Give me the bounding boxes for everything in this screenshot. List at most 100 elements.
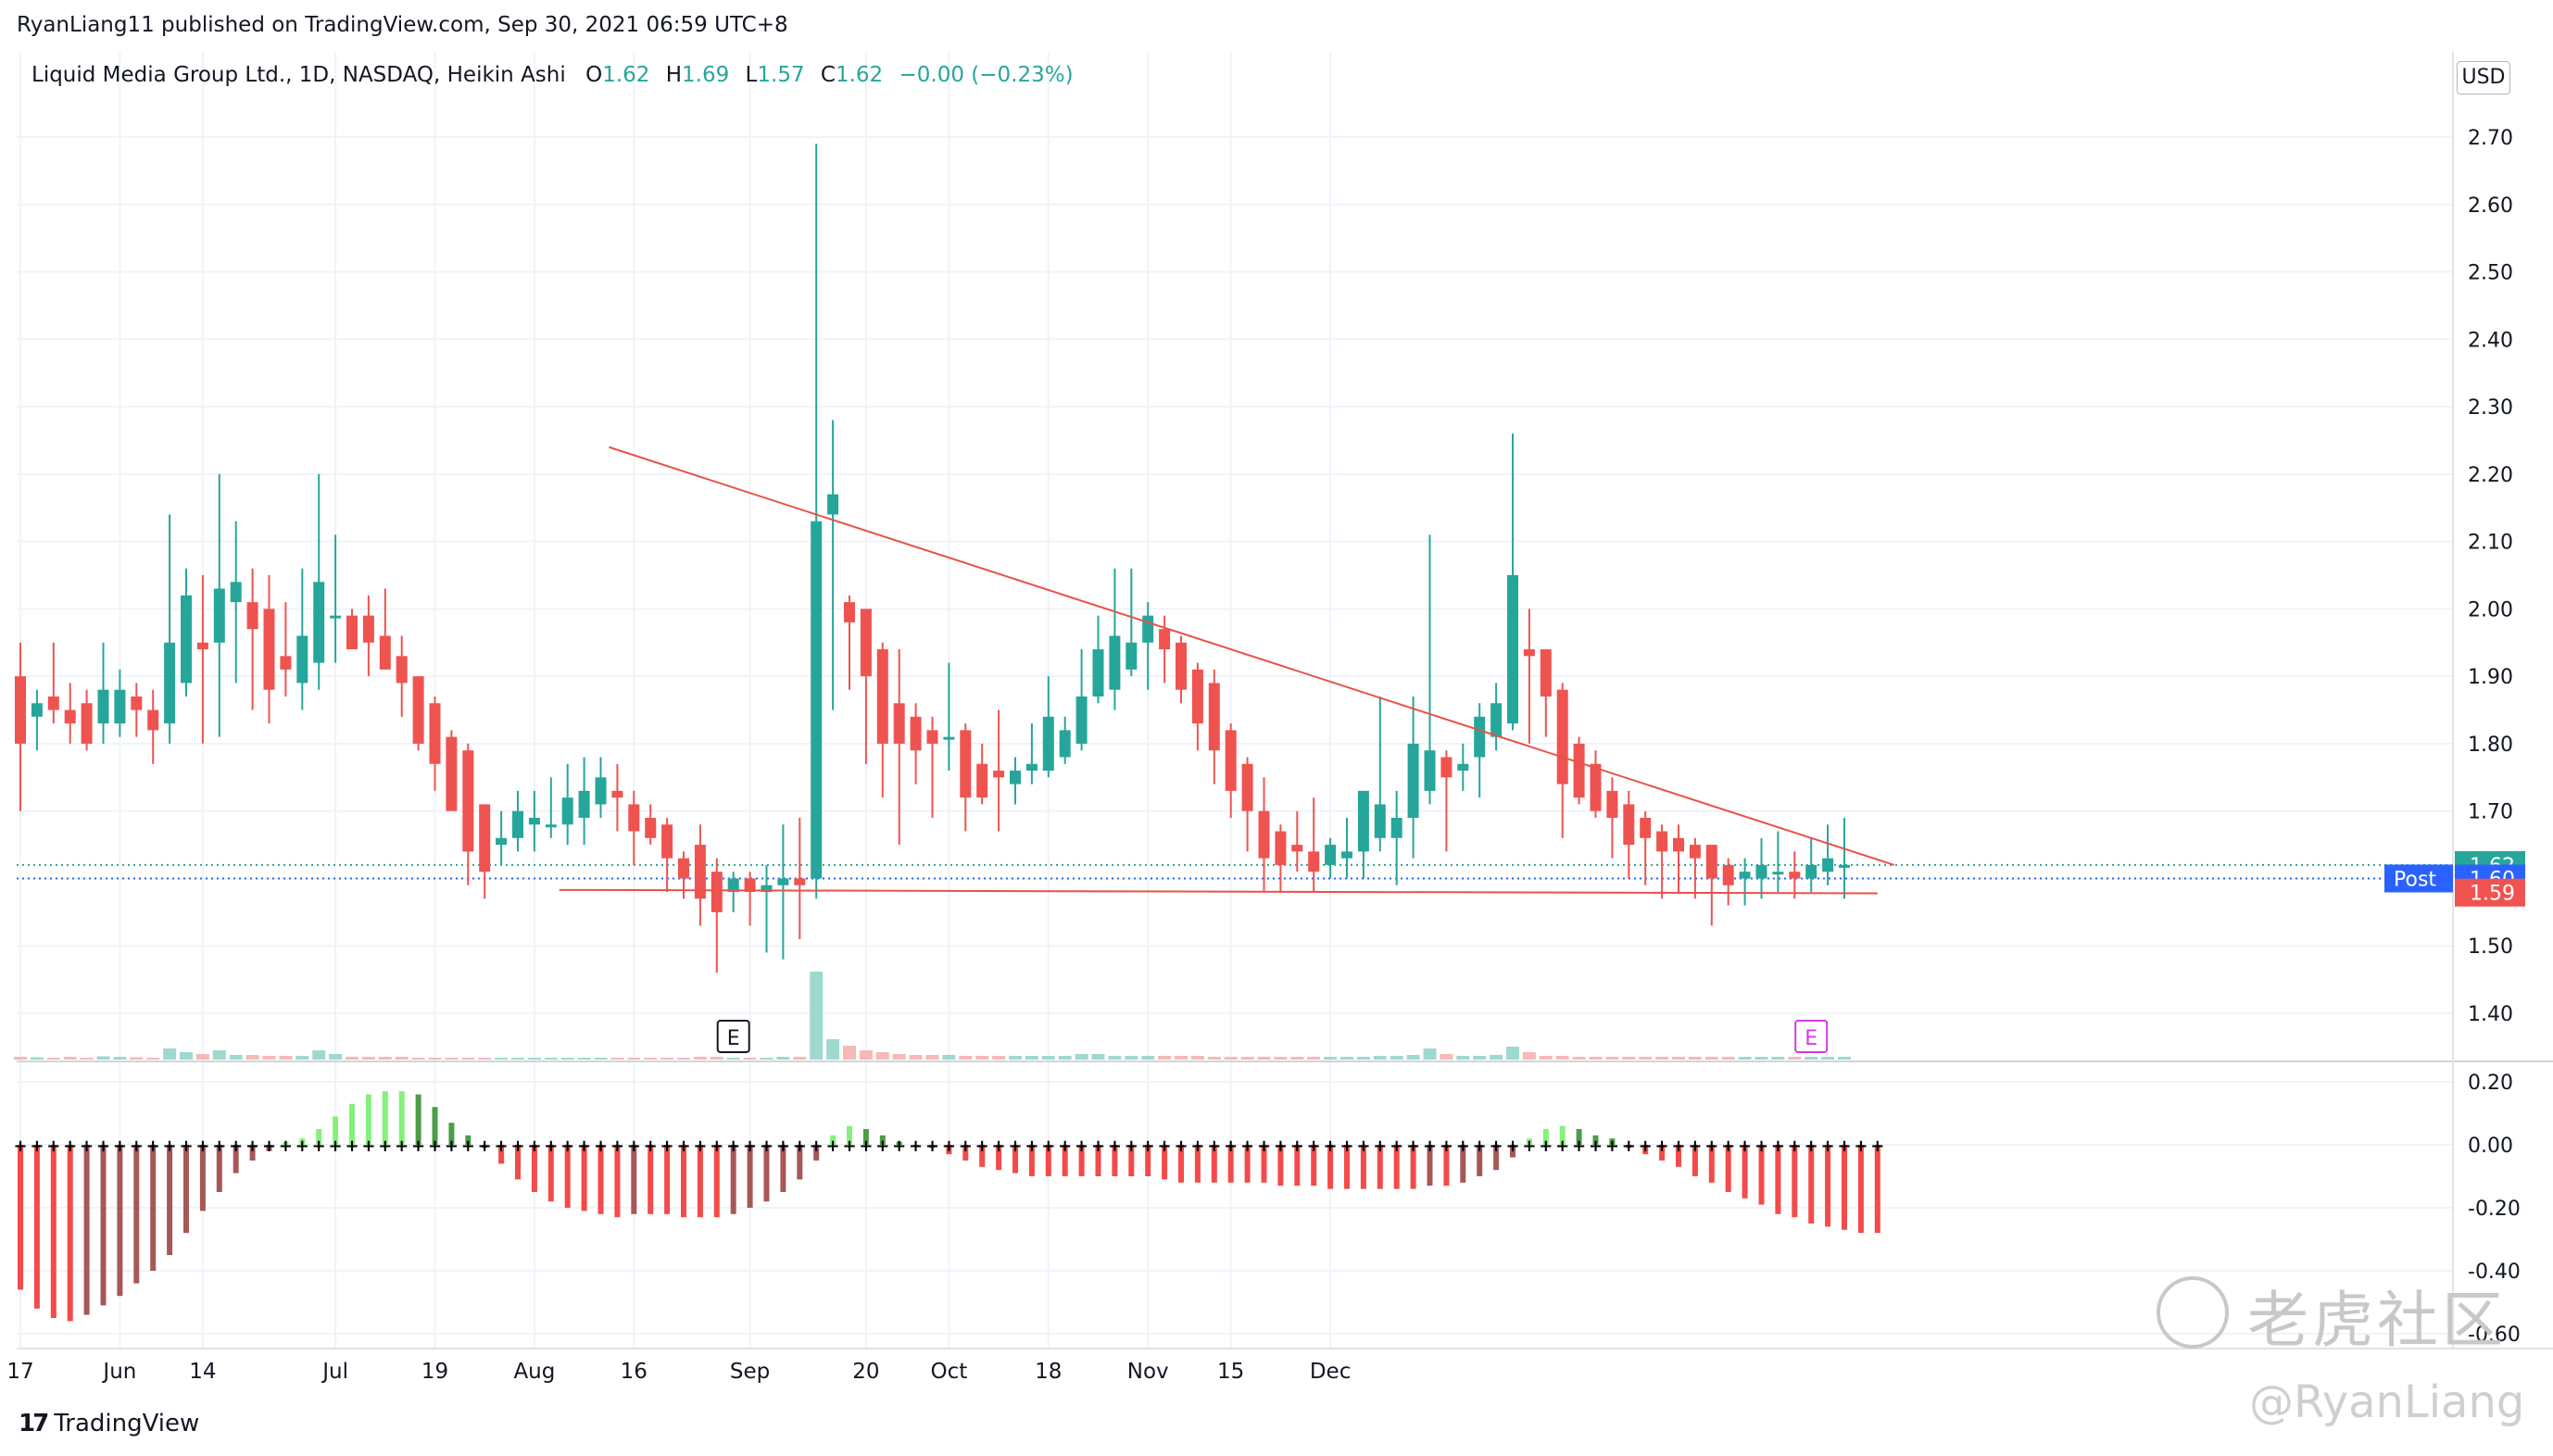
candle-body bbox=[1507, 575, 1518, 724]
oscillator-bar bbox=[515, 1145, 521, 1180]
volume-bar bbox=[378, 1057, 392, 1060]
volume-bar bbox=[1821, 1057, 1835, 1060]
oscillator-bar bbox=[631, 1145, 637, 1214]
oscillator-bar bbox=[365, 1094, 371, 1145]
candle-body bbox=[1390, 817, 1402, 838]
volume-bar bbox=[411, 1058, 425, 1060]
volume-bar bbox=[1771, 1057, 1785, 1060]
volume-bar bbox=[113, 1057, 127, 1060]
volume-bar bbox=[14, 1057, 27, 1060]
candle-body bbox=[213, 588, 225, 643]
oscillator-bar bbox=[962, 1145, 969, 1161]
volume-bar bbox=[1373, 1056, 1387, 1060]
volume-bar bbox=[1207, 1057, 1221, 1060]
oscillator-bar bbox=[1410, 1145, 1416, 1189]
candle-body bbox=[479, 804, 491, 872]
volume-bar bbox=[710, 1057, 723, 1060]
volume-bar bbox=[63, 1057, 77, 1060]
volume-bar bbox=[677, 1058, 690, 1060]
time-tick-label: Nov bbox=[1127, 1360, 1169, 1384]
candle-body bbox=[1656, 831, 1668, 852]
oscillator-bar bbox=[1493, 1145, 1500, 1171]
tradingview-logo[interactable]: 17 TradingView bbox=[19, 1410, 199, 1437]
candle-body bbox=[114, 689, 126, 724]
volume-bar bbox=[445, 1058, 459, 1060]
oscillator-bar bbox=[1842, 1145, 1847, 1230]
candle-body bbox=[661, 824, 673, 859]
oscillator-bar bbox=[465, 1135, 472, 1145]
oscillator-bar bbox=[1510, 1145, 1515, 1158]
volume-bar bbox=[892, 1054, 906, 1060]
candle-body bbox=[296, 635, 308, 684]
candle-body bbox=[1590, 763, 1602, 811]
oscillator-bar bbox=[167, 1145, 173, 1255]
zero-cross-mark: + bbox=[411, 1136, 425, 1156]
zero-cross-mark: + bbox=[610, 1136, 624, 1156]
symbol-title[interactable]: Liquid Media Group Ltd., 1D, NASDAQ, Hei… bbox=[31, 63, 566, 87]
oscillator-bar bbox=[67, 1145, 73, 1322]
volume-bar bbox=[1622, 1057, 1636, 1060]
oscillator-bar bbox=[1526, 1138, 1532, 1145]
volume-bar bbox=[644, 1058, 658, 1060]
oscillator-bar bbox=[199, 1145, 206, 1211]
oscillator-bar bbox=[100, 1145, 107, 1306]
candle-body bbox=[1424, 750, 1436, 791]
time-tick-label: Sep bbox=[730, 1360, 770, 1384]
time-tick-label: Jun bbox=[101, 1360, 136, 1384]
currency-button[interactable]: USD bbox=[2457, 61, 2510, 94]
candles bbox=[15, 144, 1850, 973]
zero-cross-mark: + bbox=[395, 1136, 409, 1156]
zero-cross-mark: + bbox=[1257, 1136, 1271, 1156]
zero-cross-mark: + bbox=[113, 1136, 127, 1156]
oscillator-bar bbox=[813, 1145, 820, 1161]
candle-body bbox=[313, 582, 325, 663]
volume-bar bbox=[1009, 1056, 1022, 1060]
volume-bar bbox=[1655, 1057, 1669, 1060]
candle-body bbox=[694, 845, 706, 899]
candle-body bbox=[1176, 642, 1187, 690]
volume-bar bbox=[1158, 1056, 1172, 1060]
volume-bar bbox=[1754, 1057, 1768, 1060]
zero-cross-mark: + bbox=[1423, 1136, 1437, 1156]
oscillator-bar bbox=[730, 1145, 736, 1214]
zero-cross-mark: + bbox=[1539, 1136, 1553, 1156]
oscillator-bar bbox=[1261, 1145, 1267, 1183]
zero-cross-mark: + bbox=[1025, 1136, 1038, 1156]
oscillator-bar bbox=[1609, 1138, 1616, 1145]
candle-body bbox=[81, 703, 93, 744]
zero-cross-mark: + bbox=[1870, 1136, 1884, 1156]
post-label-text: Post bbox=[2394, 868, 2436, 891]
close-value: 1.62 bbox=[835, 63, 884, 87]
oscillator-bar bbox=[266, 1145, 272, 1151]
zero-cross-mark: + bbox=[1373, 1136, 1387, 1156]
zero-cross-mark: + bbox=[1505, 1136, 1519, 1156]
volume-bar bbox=[1672, 1057, 1685, 1060]
zero-cross-mark: + bbox=[1837, 1136, 1851, 1156]
candle-body bbox=[645, 817, 657, 838]
candle-body bbox=[1440, 757, 1453, 778]
candle-body bbox=[1540, 649, 1552, 697]
zero-cross-mark: + bbox=[1738, 1136, 1752, 1156]
zero-cross-mark: + bbox=[96, 1136, 110, 1156]
zero-cross-mark: + bbox=[146, 1136, 160, 1156]
oscillator-bar bbox=[1311, 1145, 1317, 1186]
zero-cross-mark: + bbox=[1008, 1136, 1022, 1156]
price-tick-label: 1.70 bbox=[2468, 801, 2513, 824]
zero-cross-mark: + bbox=[46, 1136, 60, 1156]
candle-body bbox=[860, 609, 872, 677]
oscillator-bar bbox=[50, 1145, 57, 1318]
zero-cross-mark: + bbox=[875, 1136, 889, 1156]
zero-cross-mark: + bbox=[13, 1136, 27, 1156]
volume-bar bbox=[1506, 1047, 1519, 1060]
earnings-label: E bbox=[727, 1027, 740, 1050]
candle-body bbox=[1839, 864, 1850, 868]
candle-body bbox=[1308, 851, 1320, 872]
zero-cross-mark: + bbox=[345, 1136, 358, 1156]
time-tick-label: 16 bbox=[621, 1360, 648, 1384]
zero-cross-mark: + bbox=[329, 1136, 343, 1156]
osc-tick-label: -0.60 bbox=[2468, 1324, 2521, 1347]
volume-bar bbox=[395, 1057, 409, 1060]
candle-body bbox=[1357, 790, 1369, 852]
candle-body bbox=[280, 656, 292, 670]
zero-cross-mark: + bbox=[892, 1136, 906, 1156]
